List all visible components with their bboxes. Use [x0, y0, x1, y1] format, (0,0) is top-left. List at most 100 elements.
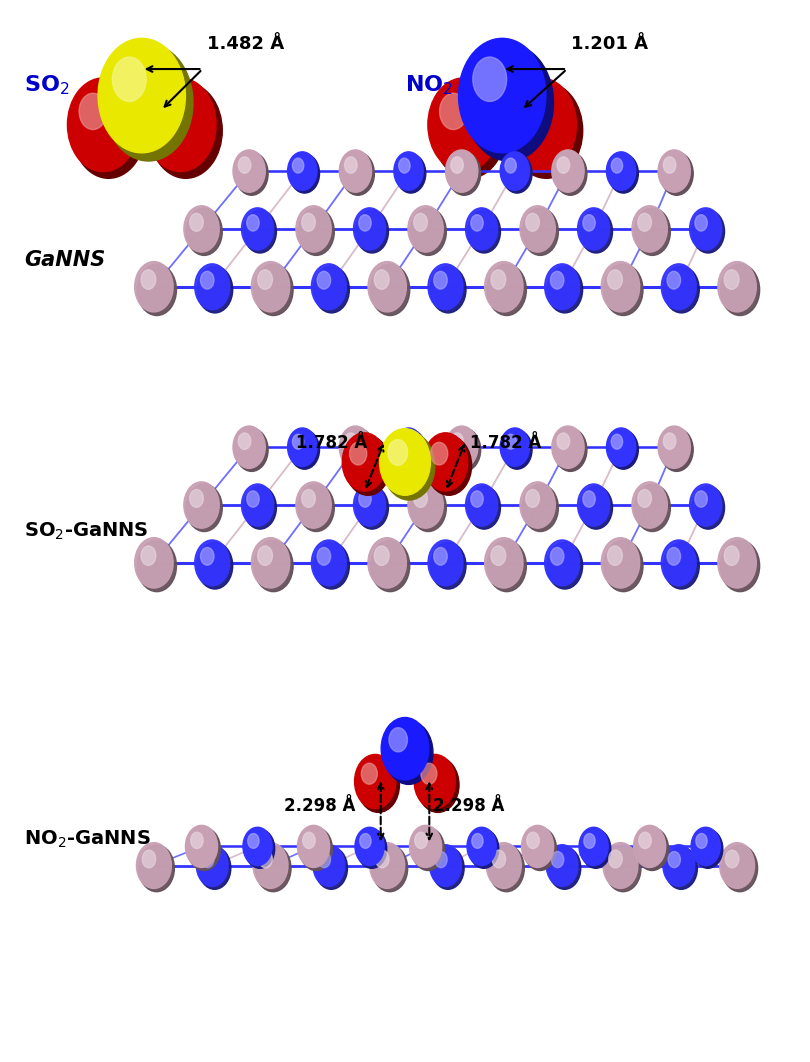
Circle shape [247, 215, 259, 232]
Circle shape [184, 206, 220, 252]
Circle shape [517, 93, 544, 130]
Circle shape [411, 827, 445, 871]
Circle shape [724, 546, 739, 565]
Circle shape [724, 270, 739, 289]
Circle shape [451, 433, 463, 449]
Circle shape [484, 537, 523, 588]
Circle shape [433, 83, 505, 178]
Circle shape [190, 490, 203, 508]
Circle shape [637, 213, 651, 232]
Circle shape [546, 844, 578, 887]
Circle shape [583, 215, 595, 232]
Circle shape [526, 490, 539, 508]
Circle shape [500, 428, 530, 466]
Circle shape [298, 484, 335, 531]
Circle shape [725, 850, 739, 868]
Circle shape [522, 208, 558, 255]
Circle shape [505, 78, 577, 172]
Circle shape [522, 484, 558, 531]
Circle shape [344, 157, 357, 173]
Circle shape [383, 432, 435, 500]
Circle shape [244, 486, 276, 529]
Circle shape [428, 539, 463, 586]
Circle shape [695, 491, 707, 508]
Circle shape [557, 433, 569, 449]
Circle shape [414, 490, 428, 508]
Circle shape [720, 264, 760, 315]
Circle shape [339, 426, 372, 468]
Circle shape [633, 825, 666, 868]
Circle shape [509, 83, 582, 178]
Circle shape [410, 484, 446, 531]
Circle shape [313, 267, 349, 313]
Circle shape [380, 429, 430, 495]
Circle shape [668, 852, 680, 868]
Circle shape [554, 428, 587, 472]
Circle shape [608, 154, 638, 193]
Circle shape [526, 213, 539, 232]
Circle shape [601, 537, 640, 588]
Circle shape [384, 721, 433, 785]
Circle shape [186, 208, 222, 255]
Circle shape [548, 846, 581, 889]
Circle shape [292, 434, 304, 449]
Circle shape [426, 435, 471, 495]
Circle shape [612, 434, 623, 449]
Circle shape [579, 827, 608, 866]
Circle shape [399, 434, 410, 449]
Circle shape [663, 157, 676, 173]
Circle shape [355, 754, 396, 808]
Circle shape [382, 718, 428, 780]
Circle shape [667, 271, 680, 289]
Circle shape [238, 433, 251, 449]
Circle shape [258, 850, 272, 868]
Circle shape [428, 78, 499, 172]
Circle shape [344, 433, 357, 449]
Circle shape [254, 541, 293, 592]
Circle shape [197, 267, 232, 313]
Circle shape [394, 428, 424, 466]
Circle shape [342, 428, 374, 472]
Text: 2.298 Å: 2.298 Å [284, 798, 355, 815]
Circle shape [430, 543, 466, 589]
Circle shape [292, 158, 304, 173]
Circle shape [634, 208, 671, 255]
Circle shape [605, 845, 641, 892]
Circle shape [689, 484, 722, 526]
Circle shape [134, 537, 173, 588]
Circle shape [255, 845, 291, 892]
Circle shape [722, 845, 757, 892]
Circle shape [353, 208, 386, 250]
Circle shape [607, 428, 636, 466]
Circle shape [428, 263, 463, 310]
Circle shape [394, 152, 424, 190]
Circle shape [424, 433, 467, 491]
Circle shape [580, 210, 612, 253]
Circle shape [663, 267, 699, 313]
Circle shape [435, 852, 447, 868]
Circle shape [141, 270, 156, 289]
Circle shape [467, 827, 497, 866]
Circle shape [156, 93, 184, 130]
Circle shape [601, 261, 640, 312]
Circle shape [692, 210, 724, 253]
Circle shape [374, 546, 389, 565]
Circle shape [258, 546, 272, 565]
Circle shape [137, 541, 177, 592]
Circle shape [200, 547, 214, 565]
Circle shape [410, 825, 441, 868]
Circle shape [353, 484, 386, 526]
Circle shape [289, 430, 319, 469]
Circle shape [446, 426, 478, 468]
Circle shape [552, 426, 584, 468]
Circle shape [552, 150, 584, 192]
Circle shape [467, 486, 501, 529]
Circle shape [502, 430, 532, 469]
Circle shape [288, 428, 317, 466]
Circle shape [547, 267, 582, 313]
Circle shape [608, 430, 638, 469]
Circle shape [718, 261, 757, 312]
Circle shape [149, 83, 222, 178]
Text: SO$_2$-GaNNS: SO$_2$-GaNNS [24, 520, 149, 542]
Text: 2.298 Å: 2.298 Å [433, 798, 505, 815]
